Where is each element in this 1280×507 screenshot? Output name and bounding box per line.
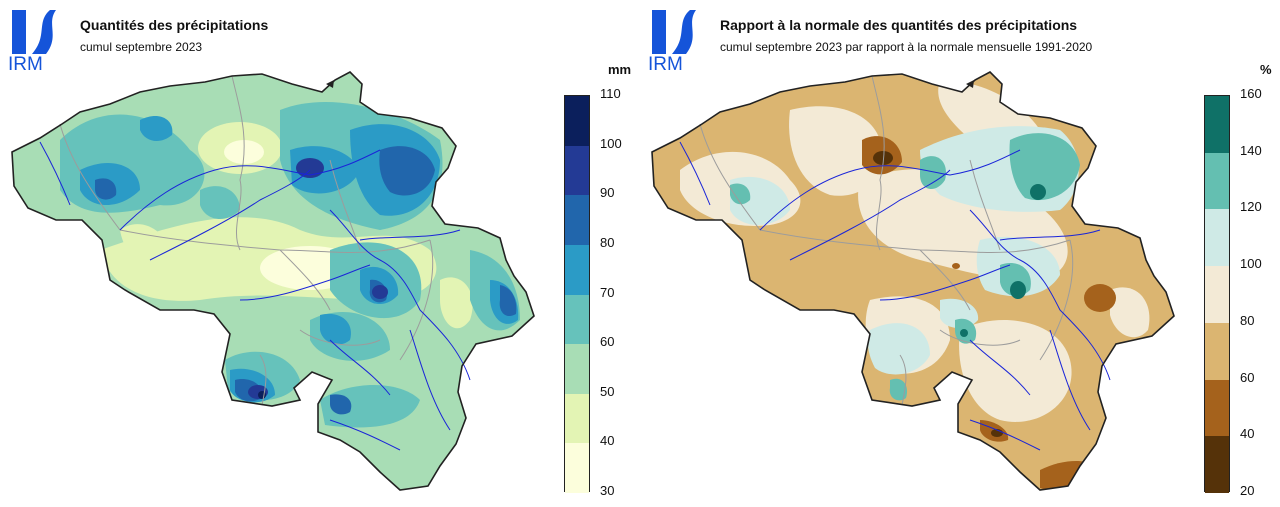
legend-swatch	[1205, 96, 1229, 153]
legend-swatch	[565, 244, 589, 295]
legend-unit: mm	[608, 62, 632, 77]
ratio-contours	[652, 72, 1174, 490]
belgium-border	[11, 71, 535, 491]
map-title: Quantités des précipitations	[80, 17, 269, 33]
baarle-enclave	[966, 80, 974, 88]
map-subtitle: cumul septembre 2023 par rapport à la no…	[720, 40, 1093, 54]
legend-tick-label: 140	[1240, 142, 1262, 158]
legend-tick-label: 160	[1240, 86, 1262, 101]
legend-tick-label: 40	[600, 433, 615, 449]
legend-swatch	[1205, 436, 1229, 493]
legend-swatch	[565, 96, 589, 146]
legend-tick-label: 110	[600, 86, 621, 101]
legend-tick-label: 80	[1240, 312, 1255, 328]
legend-tick-label: 40	[1240, 426, 1255, 442]
legend-swatch	[565, 145, 589, 196]
legend-tick-label: 60	[1240, 369, 1255, 385]
legend-tick-label: 50	[600, 383, 615, 399]
precipitation-amount-panel: IRM Quantités des précipitations cumul s…	[8, 10, 632, 498]
logo-text: IRM	[8, 54, 43, 72]
legend-swatch	[1205, 322, 1229, 380]
province-borders	[59, 75, 434, 406]
legend-tick-label: 120	[1240, 199, 1262, 215]
legend-tick-label: 80	[600, 234, 615, 250]
legend-unit: %	[1260, 62, 1272, 77]
legend-tick-label: 20	[1240, 483, 1255, 498]
legend-tick-label: 70	[600, 284, 615, 300]
irm-logo: IRM	[648, 10, 696, 72]
legend-swatch	[1205, 266, 1229, 323]
legend-swatch	[1205, 152, 1229, 210]
precipitation-contours	[12, 72, 534, 490]
legend-tick-label: 100	[1240, 256, 1262, 272]
precipitation-ratio-panel: IRM Rapport à la normale des quantités d…	[640, 0, 1280, 507]
belgium-border	[651, 71, 1175, 491]
rivers	[679, 141, 1111, 451]
belgium-precipitation-map	[11, 71, 535, 491]
irm-logo: IRM	[8, 10, 56, 72]
legend-tick-label: 30	[600, 483, 615, 498]
legend-tick-label: 60	[600, 334, 615, 350]
legend-swatch	[565, 195, 589, 245]
map-subtitle: cumul septembre 2023	[80, 40, 203, 54]
baarle-enclave	[326, 80, 334, 88]
legend-swatch	[565, 344, 589, 394]
rivers	[39, 141, 471, 451]
color-legend	[1204, 95, 1230, 493]
logo-text: IRM	[648, 54, 683, 72]
legend-swatch	[1205, 209, 1229, 267]
color-legend	[564, 95, 590, 493]
map-title: Rapport à la normale des quantités des p…	[720, 17, 1078, 33]
legend-swatch	[565, 294, 589, 345]
legend-tick-label: 90	[600, 185, 615, 201]
legend-tick-label: 100	[600, 135, 622, 151]
legend-swatch	[565, 443, 589, 493]
legend-swatch	[1205, 379, 1229, 437]
legend-swatch	[565, 393, 589, 444]
belgium-ratio-map	[651, 71, 1175, 491]
